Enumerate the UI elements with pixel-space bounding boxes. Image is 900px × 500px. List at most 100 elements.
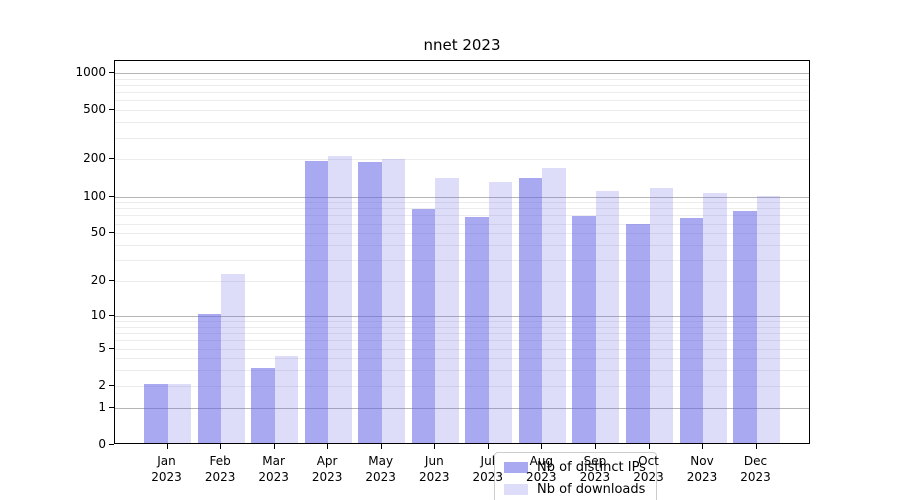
y-tick-mark-2 xyxy=(109,384,114,386)
y-tick-label-1000: 1000 xyxy=(75,64,106,79)
bar-downloads-oct xyxy=(649,188,673,443)
x-tick-mark-aug xyxy=(541,444,543,449)
bar-distinct-ips-apr xyxy=(304,161,329,443)
x-tick-label-dec: Dec 2023 xyxy=(740,454,771,484)
y-tick-mark-200 xyxy=(109,158,114,160)
y-tick-label-500: 500 xyxy=(83,102,106,117)
y-tick-label-10: 10 xyxy=(90,307,106,322)
x-tick-label-mar: Mar 2023 xyxy=(258,454,289,484)
gridline-minor-900 xyxy=(115,78,809,80)
gridline-minor-2 xyxy=(115,385,809,387)
bar-distinct-ips-feb xyxy=(197,313,221,443)
x-tick-label-nov: Nov 2023 xyxy=(686,454,718,484)
legend-label-downloads: Nb of downloads xyxy=(537,482,646,497)
legend-label-distinct-ips: Nb of distinct IPs xyxy=(537,460,646,475)
y-tick-label-2: 2 xyxy=(98,377,106,392)
bar-distinct-ips-mar xyxy=(251,368,275,443)
legend-swatch-distinct-ips xyxy=(504,462,528,473)
gridline-minor-3 xyxy=(115,370,809,372)
x-tick-mark-nov xyxy=(702,444,703,449)
y-tick-label-200: 200 xyxy=(83,151,106,166)
x-tick-mark-feb xyxy=(220,444,222,449)
x-tick-mark-jul xyxy=(487,444,489,449)
gridline-minor-7 xyxy=(115,333,809,334)
y-tick-mark-1 xyxy=(109,406,114,408)
bar-downloads-jul xyxy=(488,181,513,443)
gridline-minor-50 xyxy=(115,233,809,235)
y-tick-mark-20 xyxy=(109,280,114,281)
gridline-minor-200 xyxy=(115,159,809,161)
gridline-minor-90 xyxy=(115,202,809,204)
gridline-minor-4 xyxy=(115,358,809,360)
y-tick-mark-0 xyxy=(109,444,114,445)
gridline-minor-500 xyxy=(115,110,809,112)
gridline-minor-400 xyxy=(115,122,809,124)
bar-downloads-jun xyxy=(435,178,459,443)
x-tick-label-jun: Jun 2023 xyxy=(419,454,450,484)
y-tick-mark-1000 xyxy=(109,71,114,73)
bar-distinct-ips-nov xyxy=(679,218,703,443)
bar-distinct-ips-jan xyxy=(144,383,168,443)
y-tick-label-0: 0 xyxy=(98,437,106,451)
gridline-minor-20 xyxy=(115,281,809,282)
y-tick-mark-5 xyxy=(109,347,114,349)
gridline-major-1 xyxy=(115,407,809,409)
gridline-minor-8 xyxy=(115,326,809,328)
x-tick-label-jan: Jan 2023 xyxy=(151,454,182,484)
gridline-minor-70 xyxy=(115,215,809,217)
x-tick-label-jul: Jul 2023 xyxy=(472,454,504,484)
legend: Nb of distinct IPs Nb of downloads xyxy=(494,452,657,500)
y-tick-mark-50 xyxy=(109,232,114,234)
x-tick-label-apr: Apr 2023 xyxy=(311,454,343,484)
x-tick-mark-sep xyxy=(594,444,596,449)
bar-downloads-apr xyxy=(328,156,352,443)
bar-downloads-feb xyxy=(221,274,245,443)
y-tick-mark-100 xyxy=(109,195,114,197)
y-tick-label-5: 5 xyxy=(98,340,106,355)
gridline-major-10 xyxy=(115,315,809,317)
x-tick-mark-may xyxy=(380,444,382,449)
gridline-minor-300 xyxy=(115,137,809,139)
x-tick-mark-mar xyxy=(273,444,275,449)
gridline-minor-5 xyxy=(115,348,809,350)
gridline-minor-30 xyxy=(115,260,809,262)
bar-downloads-dec xyxy=(756,195,780,443)
bar-downloads-nov xyxy=(703,192,727,443)
x-tick-label-oct: Oct 2023 xyxy=(633,454,664,484)
y-tick-label-1: 1 xyxy=(98,399,106,414)
x-tick-mark-jun xyxy=(434,444,436,449)
x-tick-label-sep: Sep 2023 xyxy=(579,454,611,484)
x-tick-label-aug: Aug 2023 xyxy=(526,454,557,484)
x-tick-mark-oct xyxy=(648,444,650,449)
bar-distinct-ips-dec xyxy=(733,210,757,443)
gridline-minor-800 xyxy=(115,84,809,86)
bar-downloads-jan xyxy=(167,383,191,443)
bar-distinct-ips-aug xyxy=(518,178,543,443)
x-tick-label-feb: Feb 2023 xyxy=(204,454,236,484)
bar-distinct-ips-may xyxy=(358,161,382,443)
y-tick-mark-10 xyxy=(109,314,114,316)
gridline-minor-9 xyxy=(115,321,809,322)
gridline-major-100 xyxy=(115,196,809,198)
bar-distinct-ips-jul xyxy=(465,216,489,443)
y-tick-label-100: 100 xyxy=(83,188,106,203)
x-tick-mark-dec xyxy=(755,444,757,449)
y-tick-label-20: 20 xyxy=(90,273,106,287)
y-tick-mark-500 xyxy=(109,109,114,111)
y-tick-label-50: 50 xyxy=(90,225,106,240)
bar-distinct-ips-jun xyxy=(411,209,436,443)
gridline-minor-6 xyxy=(115,340,809,342)
x-tick-mark-apr xyxy=(327,444,329,449)
gridline-major-1000 xyxy=(115,72,809,74)
gridline-minor-600 xyxy=(115,100,809,102)
legend-item-downloads: Nb of downloads xyxy=(504,481,646,498)
bar-downloads-mar xyxy=(274,356,299,443)
gridline-minor-700 xyxy=(115,92,809,94)
gridline-minor-60 xyxy=(115,223,809,225)
plot-area: Nb of distinct IPs Nb of downloads xyxy=(114,60,810,500)
gridline-minor-80 xyxy=(115,208,809,210)
bar-distinct-ips-sep xyxy=(572,215,596,443)
x-tick-label-may: May 2023 xyxy=(365,454,396,484)
bar-downloads-aug xyxy=(542,167,566,443)
chart-title: nnet 2023 xyxy=(423,36,501,54)
